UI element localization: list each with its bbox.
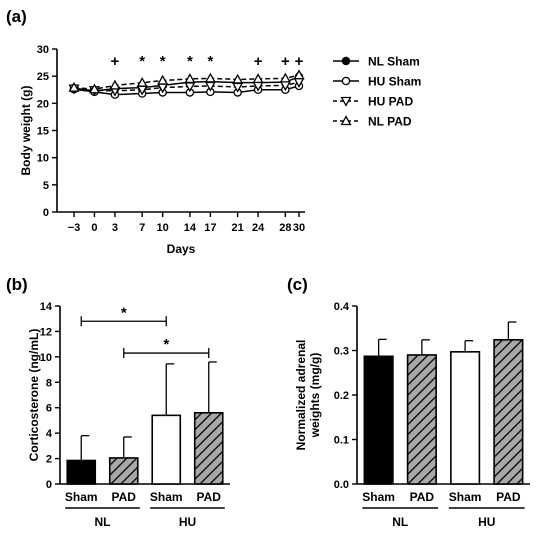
- panel-c-bar-chart: (c) 0.0 0.1 0.2 0.3 0.4 Normalized adrenalweig…: [287, 275, 530, 529]
- y-tick-label: 2: [46, 454, 52, 466]
- y-tick-label: 0.0: [334, 479, 349, 491]
- legend-entry: NL PAD: [333, 115, 412, 129]
- bar: [450, 351, 481, 485]
- data-point: [293, 69, 305, 80]
- legend-label: HU PAD: [368, 95, 413, 109]
- x-tick-label: 24: [252, 222, 265, 234]
- y-axis-title: Normalized adrenalweights (mg/g): [294, 340, 322, 451]
- data-point: [68, 81, 80, 92]
- data-point: [341, 56, 351, 66]
- legend-entry: NL Sham: [333, 55, 420, 69]
- y-tick-label: 0.3: [334, 346, 349, 358]
- panel-label: (b): [6, 275, 28, 294]
- category-label: Sham: [449, 490, 482, 504]
- category-label: PAD: [496, 490, 521, 504]
- bar: [151, 414, 182, 485]
- legend-label: HU Sham: [368, 75, 421, 89]
- significance-mark: *: [187, 53, 193, 70]
- y-tick-label: 0: [46, 479, 52, 491]
- y-tick-label: 4: [46, 428, 53, 440]
- x-tick-label: 30: [293, 222, 305, 234]
- y-tick-label: 10: [40, 352, 52, 364]
- significance-mark: +: [295, 53, 304, 70]
- significance-mark: +: [281, 53, 290, 70]
- legend-label: NL PAD: [368, 115, 412, 129]
- y-tick-label: 0.2: [334, 390, 349, 402]
- y-tick-label: 0.1: [334, 435, 349, 447]
- bar: [363, 355, 394, 485]
- data-point: [184, 73, 196, 84]
- bar: [493, 339, 524, 485]
- y-tick-label: 0.4: [334, 301, 350, 313]
- legend-entry: HU PAD: [333, 95, 413, 109]
- significance-mark: *: [207, 53, 213, 70]
- x-tick-label: 28: [279, 222, 291, 234]
- panel-label-a: (a): [6, 7, 27, 26]
- legend-entry: HU Sham: [333, 75, 421, 89]
- y-tick-label: 20: [37, 98, 49, 110]
- x-axis-title: Days: [167, 242, 196, 256]
- x-tick-label: −3: [68, 222, 81, 234]
- legend-label: NL Sham: [368, 55, 420, 69]
- data-point: [279, 72, 291, 83]
- bar: [406, 354, 437, 485]
- y-tick-label: 12: [40, 326, 52, 338]
- category-label: Sham: [65, 490, 98, 504]
- x-tick-label: 0: [91, 222, 97, 234]
- y-tick-label: 30: [37, 44, 49, 56]
- data-point: [252, 73, 264, 84]
- x-tick-label: 14: [184, 222, 197, 234]
- category-label: PAD: [112, 490, 137, 504]
- y-tick-label: 14: [40, 301, 53, 313]
- data-point: [88, 83, 100, 94]
- x-tick-label: 17: [204, 222, 216, 234]
- group-label: HU: [478, 515, 495, 529]
- data-point: [157, 74, 169, 85]
- data-point: [340, 115, 352, 126]
- significance-mark: *: [160, 53, 166, 70]
- x-tick-label: 3: [112, 222, 118, 234]
- series-nl-pad: [68, 69, 305, 94]
- bar: [66, 459, 97, 485]
- y-axis-title: Corticosterone (ng/mL): [27, 329, 41, 462]
- group-label: HU: [179, 515, 196, 529]
- category-label: PAD: [410, 490, 435, 504]
- significance-mark: *: [139, 53, 145, 70]
- significance-mark: +: [254, 53, 263, 70]
- group-label: NL: [95, 515, 111, 529]
- category-label: Sham: [150, 490, 183, 504]
- significance-mark: *: [163, 336, 169, 353]
- y-tick-label: 8: [46, 377, 52, 389]
- panel-label: (c): [287, 275, 308, 294]
- data-point: [136, 76, 148, 87]
- y-tick-label: 0: [43, 207, 49, 219]
- significance-mark: +: [111, 53, 120, 70]
- data-point: [341, 76, 351, 86]
- y-tick-label: 6: [46, 403, 52, 415]
- y-tick-label: 15: [37, 126, 49, 138]
- y-tick-label: 5: [43, 180, 49, 192]
- y-tick-label: 25: [37, 71, 49, 83]
- x-tick-label: 10: [157, 222, 169, 234]
- panel-b-bar-chart: (b) 0 2 4 6 8 10 12 14 Corticosterone (ng/mL) Sham…: [6, 275, 230, 529]
- y-axis-title: Body weight (g): [19, 86, 33, 176]
- x-tick-label: 21: [232, 222, 244, 234]
- y-tick-label: 10: [37, 153, 49, 165]
- significance-mark: *: [121, 304, 127, 321]
- bar: [193, 411, 224, 485]
- data-point: [340, 96, 352, 107]
- data-point: [204, 72, 216, 83]
- data-point: [232, 73, 244, 84]
- x-tick-label: 7: [139, 222, 145, 234]
- data-point: [109, 79, 121, 90]
- bar: [108, 457, 139, 485]
- group-label: NL: [392, 515, 408, 529]
- category-label: Sham: [362, 490, 395, 504]
- category-label: PAD: [197, 490, 222, 504]
